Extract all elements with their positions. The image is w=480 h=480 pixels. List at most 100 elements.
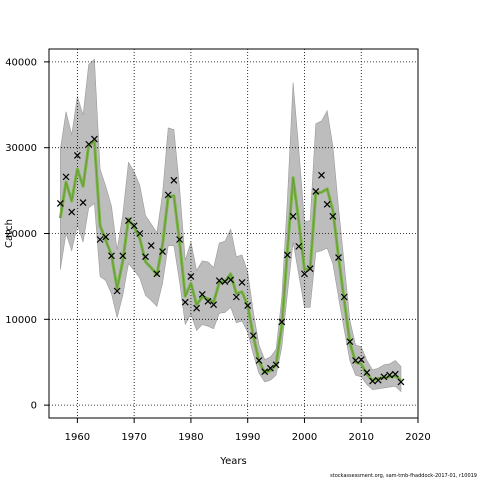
observed-point-stroke <box>79 199 87 207</box>
observed-point <box>266 364 274 372</box>
observed-point <box>210 301 218 309</box>
y-tick-label: 40000 <box>5 57 37 68</box>
observed-point-stroke <box>340 293 348 301</box>
observed-point-stroke <box>352 357 359 364</box>
observed-point-stroke <box>227 276 235 284</box>
observed-point-stroke <box>386 371 394 379</box>
observed-point-stroke <box>278 318 286 326</box>
observed-point-stroke <box>125 217 132 225</box>
x-tick-label: 1960 <box>65 432 90 443</box>
observed-point-stroke <box>318 171 325 179</box>
x-axis-title: Years <box>219 456 246 467</box>
observed-point-stroke <box>221 278 229 285</box>
observed-point <box>96 236 104 243</box>
observed-point <box>102 233 110 241</box>
observed-point <box>62 173 70 181</box>
observed-point <box>215 277 223 285</box>
observed-point <box>306 265 314 273</box>
observed-point <box>90 135 98 143</box>
observed-point-stroke <box>329 212 337 220</box>
observed-point <box>119 252 127 260</box>
observed-point-stroke <box>363 369 371 376</box>
x-tick-label: 1980 <box>178 432 203 443</box>
observed-point-stroke <box>284 251 291 259</box>
observed-point <box>79 199 87 207</box>
observed-point <box>113 287 121 295</box>
observed-point-stroke <box>357 356 365 364</box>
observed-point-stroke <box>232 293 240 301</box>
footer-source: stockassessment.org, sam-tmb-fhaddock-20… <box>330 473 477 479</box>
observed-point <box>295 242 303 250</box>
observed-point <box>346 338 354 346</box>
observed-point-stroke <box>346 338 354 346</box>
observed-point-stroke <box>56 200 64 207</box>
observed-point-stroke <box>159 248 166 255</box>
observed-point <box>369 377 377 385</box>
x-tick-label: 2000 <box>292 432 317 443</box>
x-tick-label: 2020 <box>405 432 430 443</box>
observed-point <box>323 200 331 208</box>
observed-point <box>312 188 320 195</box>
observed-point <box>176 236 183 243</box>
observed-point <box>187 272 195 280</box>
observed-point-stroke <box>181 298 189 306</box>
observed-point-stroke <box>73 151 81 159</box>
observed-point-stroke <box>295 242 303 250</box>
observed-point <box>204 297 212 305</box>
axes: 1960 1970 1980 1990 2000 2010 2020 0 10000 20000 3… <box>5 57 431 443</box>
observed-point-stroke <box>130 222 138 230</box>
observed-point-stroke <box>136 230 144 237</box>
observed-point <box>238 278 246 286</box>
y-tick-label: 0 <box>31 401 37 412</box>
observed-point-stroke <box>301 270 308 278</box>
observed-point-stroke <box>193 304 201 312</box>
observed-point-stroke <box>176 236 183 243</box>
observed-point <box>73 151 81 159</box>
observed-point <box>153 270 161 278</box>
observed-point <box>232 293 240 301</box>
observed-point <box>221 278 229 285</box>
y-axis-title: Catch <box>4 219 15 248</box>
observed-point <box>329 212 337 220</box>
observed-point <box>130 222 138 230</box>
observed-point <box>68 208 76 216</box>
observed-point-stroke <box>170 176 178 184</box>
observed-markers <box>56 135 405 386</box>
observed-point-stroke <box>323 200 331 208</box>
observed-point <box>397 378 405 386</box>
observed-point <box>261 368 269 376</box>
observed-point-stroke <box>102 233 110 241</box>
observed-point-stroke <box>369 377 377 385</box>
observed-point <box>301 270 308 278</box>
observed-point <box>198 291 206 298</box>
observed-point-stroke <box>153 270 161 278</box>
observed-point-stroke <box>312 188 320 195</box>
observed-point <box>352 357 359 364</box>
observed-point <box>278 318 286 326</box>
y-tick-label: 30000 <box>5 143 37 154</box>
observed-point-stroke <box>187 272 195 280</box>
observed-point-stroke <box>68 208 76 216</box>
observed-point-stroke <box>85 140 93 148</box>
observed-point-stroke <box>90 135 98 143</box>
observed-point <box>249 332 257 340</box>
observed-point <box>244 302 252 310</box>
observed-point-stroke <box>142 253 149 261</box>
observed-point-stroke <box>204 297 212 305</box>
observed-point <box>318 171 325 179</box>
observed-point <box>136 230 144 237</box>
observed-point <box>357 356 365 364</box>
observed-point-stroke <box>164 191 172 199</box>
y-tick-label: 20000 <box>5 229 37 240</box>
observed-point-stroke <box>306 265 314 273</box>
observed-point-stroke <box>96 236 104 243</box>
observed-point-stroke <box>147 242 155 249</box>
observed-point <box>386 371 394 379</box>
observed-point-stroke <box>397 378 405 386</box>
observed-point <box>125 217 132 225</box>
observed-point-stroke <box>255 357 263 364</box>
x-tick-label: 2010 <box>349 432 374 443</box>
observed-point-stroke <box>249 332 257 340</box>
observed-point-stroke <box>374 376 382 384</box>
